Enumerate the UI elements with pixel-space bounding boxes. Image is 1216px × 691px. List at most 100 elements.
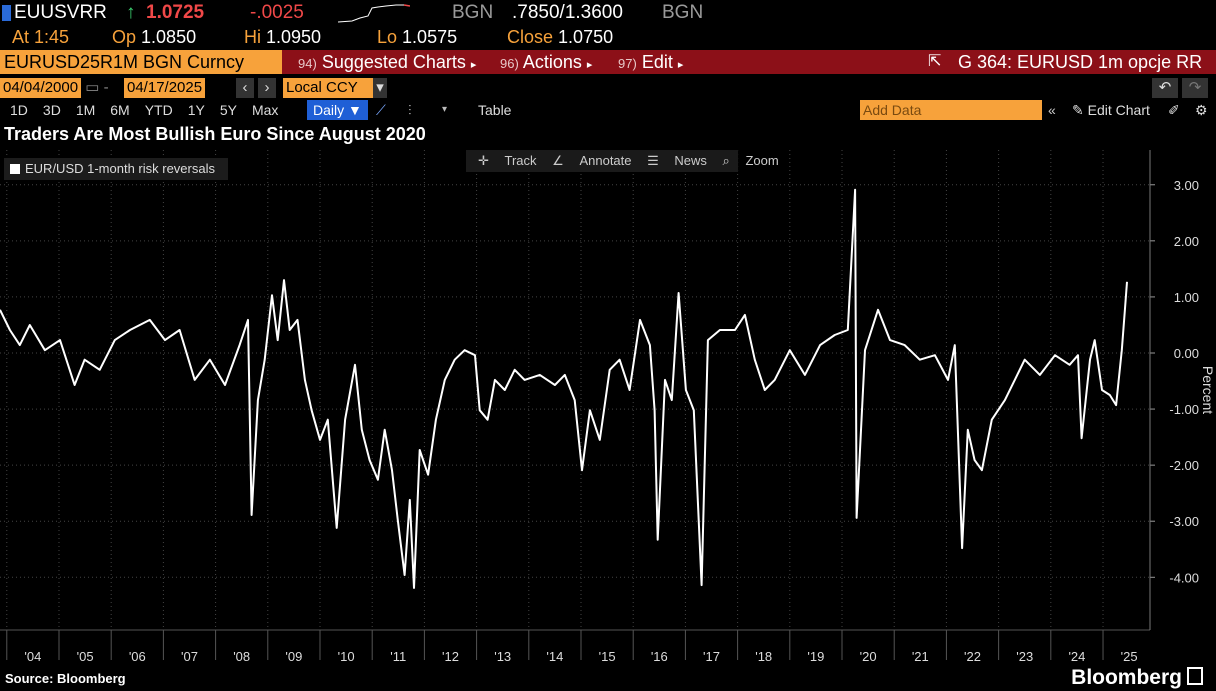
bar-icon[interactable]: ⫶: [408, 102, 412, 118]
range: .7850/1.3600: [512, 2, 623, 23]
x-tick-label: '15: [599, 649, 616, 664]
menu-item[interactable]: 97) Edit ▸: [618, 52, 684, 72]
x-tick-label: '11: [390, 649, 406, 664]
menu-item[interactable]: 96) Actions ▸: [500, 52, 593, 72]
end-date[interactable]: 04/17/2025: [124, 78, 206, 98]
period-button[interactable]: 3D: [42, 102, 61, 118]
x-tick-label: '09: [285, 649, 302, 664]
y-tick-label: 2.00: [1174, 234, 1199, 249]
series-line: [0, 188, 1128, 589]
tool-button[interactable]: ✛ Track: [478, 153, 537, 168]
y-tick-label: 3.00: [1174, 178, 1199, 193]
y-tick-label: -4.00: [1169, 570, 1199, 585]
y-axis-title: Percent: [1200, 366, 1216, 414]
edit-icon[interactable]: ✐: [1168, 102, 1180, 118]
edit-chart: Edit Chart: [1087, 102, 1150, 118]
x-tick-label: '18: [755, 649, 772, 664]
period-button[interactable]: 6M: [110, 102, 130, 118]
x-tick-label: '24: [1068, 649, 1085, 664]
frequency-button[interactable]: Daily ▼: [307, 100, 368, 120]
up-arrow: ↑: [126, 2, 136, 23]
x-tick-label: '16: [651, 649, 668, 664]
x-tick-label: '23: [1016, 649, 1033, 664]
x-tick-label: '25: [1121, 649, 1138, 664]
add-data-field[interactable]: Add Data: [860, 100, 1042, 120]
external-icon[interactable]: ⇱: [928, 53, 942, 70]
sparkline: [338, 4, 410, 23]
x-tick-label: '14: [546, 649, 563, 664]
prev-button[interactable]: ‹: [236, 78, 254, 98]
y-tick-label: -2.00: [1169, 458, 1199, 473]
x-tick-label: '12: [442, 649, 459, 664]
quote-value: 1.0850: [141, 27, 197, 47]
date-bar: 04/04/2000 ▭ - 04/17/2025 ‹ › Local CCY ▾…: [0, 78, 1216, 98]
x-tick-label: '17: [703, 649, 720, 664]
x-tick-label: '04: [24, 649, 41, 664]
period-button[interactable]: YTD: [144, 102, 173, 118]
ohlc-bar: At 1:45 Op 1.0850 Hi 1.0950 Lo 1.0575 Cl…: [0, 26, 1216, 49]
tool-button[interactable]: ☰ News: [647, 153, 707, 168]
x-tick-label: '10: [338, 649, 355, 664]
y-tick-label: 0.00: [1174, 346, 1199, 361]
settings-icon[interactable]: ⚙: [1195, 102, 1208, 118]
menu-label: Edit: [641, 52, 673, 72]
source-right: BGN: [662, 2, 704, 23]
menu-bar: EURUSD25R1M BGN Curncy 94) Suggested Cha…: [0, 50, 1216, 74]
x-tick-label: '20: [860, 649, 877, 664]
tool-button[interactable]: ∠ Annotate: [552, 153, 632, 168]
security-field[interactable]: EURUSD25R1M BGN Curncy: [0, 50, 282, 74]
quote-label: Close: [507, 27, 554, 47]
start-date[interactable]: 04/04/2000: [0, 78, 82, 98]
y-tick-label: -1.00: [1169, 402, 1199, 417]
line-icon[interactable]: ⟋: [376, 102, 386, 118]
tool-label: News: [674, 153, 707, 168]
ticker: EUUSVRR: [14, 2, 107, 23]
collapse-icon[interactable]: «: [1048, 102, 1056, 118]
x-tick-label: '21: [912, 649, 929, 664]
tool-button[interactable]: ⌕ Zoom: [722, 153, 779, 168]
legend: EUR/USD 1-month risk reversals: [4, 158, 228, 180]
currency[interactable]: Local CCY: [283, 78, 373, 98]
x-tick-label: '05: [77, 649, 94, 664]
legend-swatch: [10, 164, 20, 174]
quote-label: Hi: [244, 27, 261, 47]
tool-label: Zoom: [745, 153, 779, 168]
logo-icon: [1187, 667, 1203, 685]
menu-item[interactable]: 94) Suggested Charts ▸: [298, 52, 477, 72]
chart-title: Traders Are Most Bullish Euro Since Augu…: [4, 124, 426, 144]
period-button[interactable]: Max: [251, 102, 279, 118]
last-price: 1.0725: [146, 2, 205, 23]
chart-tools: ✛ Track ∠ Annotate ☰ News ⌕ Zoom: [466, 150, 779, 172]
period-button[interactable]: 1M: [75, 102, 96, 118]
dropdown-icon[interactable]: ▾: [442, 104, 448, 115]
quote-value: 1.0950: [266, 27, 322, 47]
menu-key: 97): [618, 56, 637, 71]
period-button[interactable]: 1D: [10, 102, 28, 118]
x-tick-label: '13: [494, 649, 511, 664]
source: Source: Bloomberg: [5, 671, 126, 686]
menu-label: Suggested Charts: [321, 52, 466, 72]
price-change: -.0025: [250, 2, 304, 23]
next-button[interactable]: ›: [258, 78, 276, 98]
edit-chart-button[interactable]: ✎ Edit Chart: [1072, 102, 1150, 118]
x-tick-label: '19: [807, 649, 824, 664]
ticker-icon: [2, 5, 11, 21]
frequency: Daily: [313, 102, 345, 118]
legend-label: EUR/USD 1-month risk reversals: [25, 161, 215, 176]
period-button[interactable]: 1Y: [187, 102, 205, 118]
quote-value: 1.0750: [558, 27, 614, 47]
menu-key: 96): [500, 56, 519, 71]
x-tick-label: '08: [233, 649, 250, 664]
x-tick-label: '22: [964, 649, 981, 664]
y-tick-label: 1.00: [1174, 290, 1199, 305]
quote-bar: EUUSVRR ↑ 1.0725 -.0025 BGN .7850/1.3600…: [0, 0, 1216, 26]
quote-label: At: [12, 27, 30, 47]
period-button[interactable]: 5Y: [219, 102, 237, 118]
table-button[interactable]: Table: [478, 102, 512, 118]
undo-button[interactable]: ↶: [1152, 78, 1178, 98]
x-tick-label: '06: [129, 649, 146, 664]
redo-button[interactable]: ↷: [1182, 78, 1208, 98]
y-tick-label: -3.00: [1169, 514, 1199, 529]
